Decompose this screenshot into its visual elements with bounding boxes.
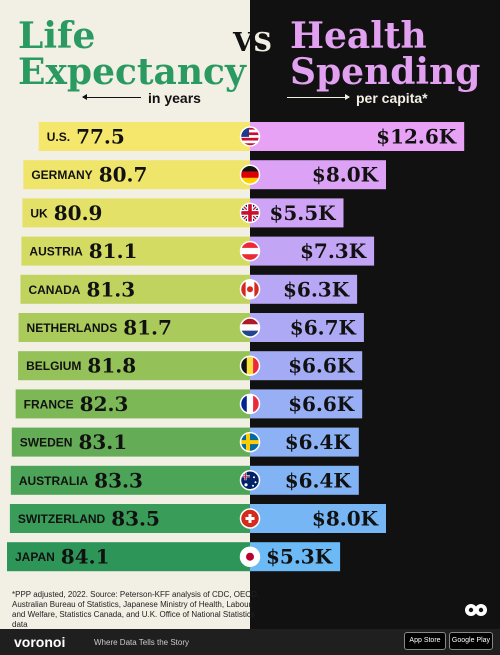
- spending-value-japan: $5.3K: [266, 545, 333, 569]
- right-title: Health Spending: [290, 18, 480, 90]
- belgium-flag-icon: [239, 355, 261, 376]
- footnote: *PPP adjusted, 2022. Source: Peterson-KF…: [12, 590, 260, 629]
- spending-bar-netherlands: [250, 313, 364, 342]
- spending-value-netherlands: $6.7K: [290, 316, 357, 340]
- footer: voronoi Where Data Tells the Story App S…: [0, 629, 500, 655]
- life-bar-austria: [21, 236, 251, 266]
- spending-value-belgium: $6.6K: [288, 354, 355, 378]
- life-bar-australia: [10, 465, 251, 495]
- left-subtitle: in years: [148, 90, 201, 106]
- brand-logo: voronoi: [14, 634, 66, 650]
- spending-bar-germany: [250, 160, 386, 190]
- country-label-u-s: U.S.: [47, 130, 70, 144]
- country-label-canada: CANADA: [28, 283, 80, 297]
- spending-bar-uk: [250, 198, 344, 228]
- life-bar-germany: [23, 160, 250, 190]
- left-title: Life Expectancy: [18, 18, 246, 90]
- spending-bar-switzerland: [250, 504, 386, 533]
- spending-value-germany: $8.0K: [312, 163, 379, 187]
- left-title-line1: Life: [18, 15, 96, 57]
- life-value-sweden: 83.1: [78, 430, 127, 454]
- life-value-netherlands: 81.7: [123, 316, 172, 340]
- netherlands-flag-icon: [239, 317, 261, 338]
- country-label-sweden: SWEDEN: [20, 436, 73, 450]
- spending-value-france: $6.6K: [288, 392, 355, 416]
- sweden-flag-icon: [239, 431, 261, 453]
- right-subtitle: per capita*: [356, 90, 428, 106]
- country-label-japan: JAPAN: [15, 550, 55, 564]
- country-label-australia: AUSTRALIA: [19, 474, 89, 488]
- spending-value-sweden: $6.4K: [285, 430, 352, 454]
- spending-value-switzerland: $8.0K: [312, 507, 379, 531]
- australia-flag-icon: [239, 470, 261, 491]
- life-value-australia: 83.3: [94, 468, 143, 492]
- spending-bar-france: [250, 389, 363, 419]
- life-value-belgium: 81.8: [87, 354, 136, 378]
- life-value-france: 82.3: [80, 392, 129, 416]
- spending-value-u-s: $12.6K: [376, 125, 457, 149]
- life-bar-uk: [22, 198, 250, 228]
- right-arrow: [287, 94, 350, 100]
- life-bar-netherlands: [18, 313, 250, 342]
- life-bar-canada: [20, 274, 251, 304]
- spending-value-austria: $7.3K: [300, 239, 367, 263]
- vs-s: S: [253, 28, 272, 58]
- spending-value-australia: $6.4K: [285, 468, 352, 492]
- vs-v: V: [233, 28, 254, 58]
- spending-bar-canada: [250, 274, 358, 304]
- france-flag-icon: [239, 393, 261, 415]
- spending-bar-sweden: [250, 427, 359, 457]
- life-value-canada: 81.3: [86, 277, 135, 301]
- us-flag-icon: [239, 126, 261, 147]
- left-title-line2: Expectancy: [18, 51, 246, 93]
- spending-bar-austria: [250, 236, 375, 266]
- life-value-germany: 80.7: [99, 163, 148, 187]
- switzerland-flag-icon: [239, 508, 261, 529]
- spending-bar-belgium: [250, 351, 363, 381]
- life-value-switzerland: 83.5: [111, 507, 160, 531]
- left-arrow: [82, 94, 141, 100]
- spending-bar-u-s: [250, 122, 465, 151]
- country-label-austria: AUSTRIA: [29, 245, 83, 259]
- country-label-germany: GERMANY: [31, 168, 92, 182]
- brand-tagline: Where Data Tells the Story: [94, 638, 190, 647]
- country-label-switzerland: SWITZERLAND: [18, 512, 106, 526]
- life-bar-france: [15, 389, 250, 419]
- spending-value-canada: $6.3K: [283, 277, 350, 301]
- germany-flag-icon: [239, 164, 261, 185]
- app-store-badge[interactable]: App Store: [404, 632, 446, 650]
- austria-flag-icon: [239, 240, 261, 262]
- vs-badge: VS: [233, 28, 272, 58]
- visual-capitalist-logo-icon: [465, 604, 487, 616]
- life-bar-sweden: [11, 427, 251, 457]
- life-value-japan: 84.1: [61, 545, 110, 569]
- life-value-austria: 81.1: [89, 239, 138, 263]
- spending-bar-australia: [250, 465, 359, 495]
- life-value-u-s: 77.5: [76, 125, 125, 149]
- life-bar-belgium: [18, 351, 250, 381]
- life-value-uk: 80.9: [54, 201, 103, 225]
- uk-flag-icon: [239, 202, 261, 224]
- japan-flag-icon: [239, 546, 261, 567]
- country-label-belgium: BELGIUM: [26, 359, 81, 373]
- spending-bar-japan: [250, 542, 341, 572]
- canada-flag-icon: [239, 279, 261, 300]
- life-bar-switzerland: [9, 504, 250, 533]
- country-label-france: FRANCE: [24, 397, 74, 411]
- right-title-line1: Health: [290, 15, 427, 57]
- country-label-netherlands: NETHERLANDS: [27, 321, 118, 335]
- life-bar-u-s: [38, 122, 251, 151]
- life-bar-japan: [7, 542, 250, 572]
- spending-value-uk: $5.5K: [269, 201, 336, 225]
- right-title-line2: Spending: [290, 51, 481, 93]
- country-label-uk: UK: [30, 206, 48, 220]
- google-play-badge[interactable]: Google Play: [449, 632, 493, 650]
